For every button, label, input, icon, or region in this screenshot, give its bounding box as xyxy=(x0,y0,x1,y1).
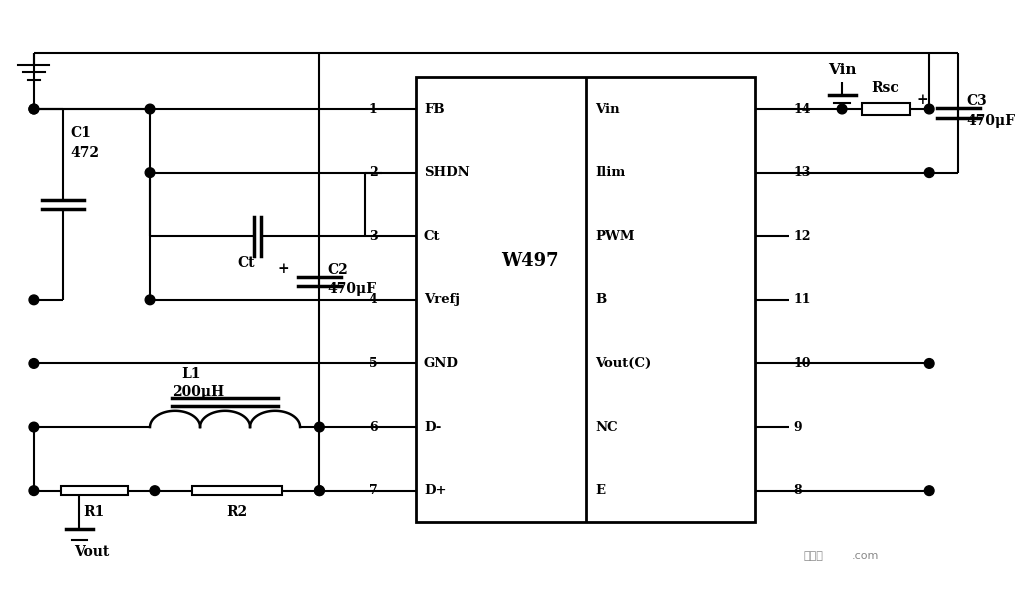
Text: 11: 11 xyxy=(793,293,811,306)
Text: 13: 13 xyxy=(793,166,811,179)
Text: Vrefj: Vrefj xyxy=(424,293,460,306)
Circle shape xyxy=(925,104,934,114)
Text: Ct: Ct xyxy=(237,256,255,270)
Circle shape xyxy=(145,168,154,178)
Text: R1: R1 xyxy=(83,505,105,519)
Circle shape xyxy=(29,486,39,496)
Text: E: E xyxy=(595,484,606,497)
Bar xyxy=(192,486,282,496)
Text: Vin: Vin xyxy=(595,103,620,116)
Text: Ilim: Ilim xyxy=(595,166,626,179)
Bar xyxy=(61,486,128,496)
Text: 472: 472 xyxy=(71,146,100,159)
Text: Ct: Ct xyxy=(424,230,441,242)
Circle shape xyxy=(925,359,934,368)
Text: 2: 2 xyxy=(369,166,378,179)
Circle shape xyxy=(29,359,39,368)
Text: +: + xyxy=(277,262,290,276)
Circle shape xyxy=(837,104,847,114)
Text: 4: 4 xyxy=(369,293,378,306)
Text: 3: 3 xyxy=(369,230,378,242)
Text: D+: D+ xyxy=(424,484,446,497)
Text: B: B xyxy=(595,293,607,306)
Text: 200μH: 200μH xyxy=(172,385,224,399)
Text: R2: R2 xyxy=(227,505,248,519)
Text: Vout(C): Vout(C) xyxy=(595,357,651,370)
Text: 7: 7 xyxy=(369,484,378,497)
Text: 12: 12 xyxy=(793,230,811,242)
Text: C3: C3 xyxy=(966,94,987,108)
Circle shape xyxy=(29,295,39,304)
Text: 10: 10 xyxy=(793,357,811,370)
Circle shape xyxy=(925,486,934,496)
Text: 8: 8 xyxy=(793,484,803,497)
Circle shape xyxy=(145,104,154,114)
Text: +: + xyxy=(916,93,929,107)
Text: W497: W497 xyxy=(501,252,559,270)
Text: 470μF: 470μF xyxy=(966,113,1015,127)
Text: C1: C1 xyxy=(71,126,91,140)
Text: L1: L1 xyxy=(182,367,201,381)
Text: C2: C2 xyxy=(327,263,347,277)
Text: GND: GND xyxy=(424,357,459,370)
Text: Vout: Vout xyxy=(74,545,110,559)
Text: PWM: PWM xyxy=(595,230,635,242)
Text: 1: 1 xyxy=(369,103,378,116)
Text: 接线图: 接线图 xyxy=(804,551,823,561)
Text: 9: 9 xyxy=(793,421,803,434)
Circle shape xyxy=(29,104,39,114)
Circle shape xyxy=(315,422,324,432)
Text: 14: 14 xyxy=(793,103,811,116)
Circle shape xyxy=(145,295,154,304)
Circle shape xyxy=(29,104,39,114)
Text: 6: 6 xyxy=(369,421,378,434)
Bar xyxy=(417,77,755,523)
Circle shape xyxy=(315,486,324,496)
Text: Vin: Vin xyxy=(828,63,856,77)
Text: 5: 5 xyxy=(369,357,378,370)
Text: D-: D- xyxy=(424,421,441,434)
Text: Rsc: Rsc xyxy=(872,81,899,95)
Circle shape xyxy=(29,422,39,432)
Text: NC: NC xyxy=(595,421,618,434)
Text: .com: .com xyxy=(851,551,879,561)
Text: 470μF: 470μF xyxy=(327,282,376,296)
Circle shape xyxy=(315,486,324,496)
Text: FB: FB xyxy=(424,103,445,116)
Bar xyxy=(862,103,909,115)
Circle shape xyxy=(925,168,934,178)
Text: SHDN: SHDN xyxy=(424,166,469,179)
Circle shape xyxy=(150,486,160,496)
